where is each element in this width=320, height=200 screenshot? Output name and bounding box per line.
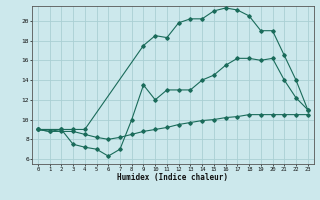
X-axis label: Humidex (Indice chaleur): Humidex (Indice chaleur) bbox=[117, 173, 228, 182]
